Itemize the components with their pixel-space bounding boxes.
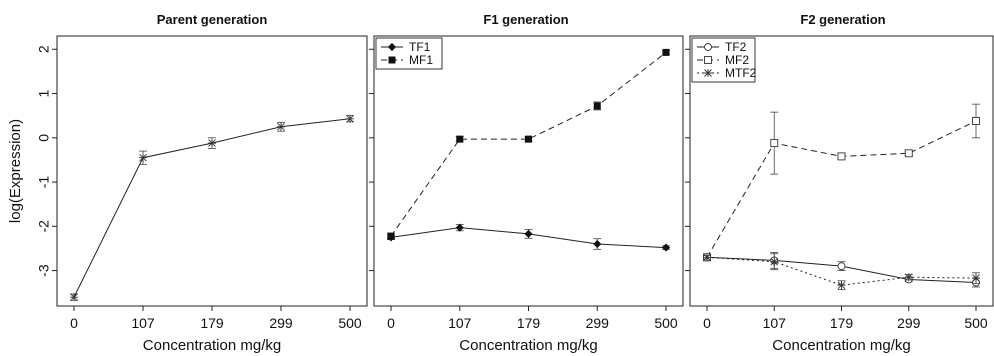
data-point xyxy=(70,293,78,302)
x-tick-label: 0 xyxy=(703,315,711,331)
data-point xyxy=(139,153,147,162)
x-tick-label: 500 xyxy=(964,315,988,331)
panel-0: Parent generation 0 107 179 299 500 -3 -2 -1 0 1 2 C… xyxy=(7,12,368,354)
y-axis-label: log(Expression) xyxy=(7,119,24,223)
data-point xyxy=(346,114,354,123)
series-TF1 xyxy=(386,223,671,252)
chart-title: F1 generation xyxy=(483,12,568,27)
legend-marker xyxy=(704,56,712,64)
data-point xyxy=(770,139,779,148)
x-tick-label: 500 xyxy=(338,315,362,331)
y-tick-label: -1 xyxy=(36,176,52,189)
data-point xyxy=(387,232,395,240)
data-point xyxy=(277,122,285,131)
legend-marker xyxy=(388,56,396,64)
legend-box xyxy=(375,37,443,70)
legend-marker xyxy=(704,69,712,77)
legend-label: TF2 xyxy=(725,40,747,54)
data-point xyxy=(593,239,602,249)
series-MF1 xyxy=(387,48,670,240)
data-point xyxy=(837,281,846,290)
x-tick-label: 500 xyxy=(654,315,678,331)
legend-marker xyxy=(387,42,397,52)
x-tick-label: 107 xyxy=(131,315,155,331)
data-point xyxy=(972,274,980,283)
data-point xyxy=(524,229,533,238)
data-point xyxy=(904,273,913,282)
data-point xyxy=(837,262,846,271)
legend-label: MTF2 xyxy=(725,66,757,80)
y-tick-label: -2 xyxy=(36,220,52,233)
chart-title: Parent generation xyxy=(157,12,268,27)
x-tick-label: 0 xyxy=(387,315,395,331)
data-point xyxy=(662,48,670,56)
x-tick-label: 107 xyxy=(763,315,787,331)
x-axis-label: Concentration mg/kg xyxy=(143,337,281,354)
y-tick-label: -3 xyxy=(36,264,52,277)
data-point xyxy=(904,149,913,158)
data-point xyxy=(456,135,464,143)
x-tick-label: 179 xyxy=(830,315,854,331)
data-point xyxy=(703,253,711,262)
y-tick-label: 0 xyxy=(36,134,52,142)
x-tick-label: 299 xyxy=(897,315,921,331)
legend-label: TF1 xyxy=(409,40,431,54)
panel-1: F1 generation 0 107 179 299 500 Concentration … xyxy=(369,12,684,354)
x-tick-label: 0 xyxy=(70,315,78,331)
series-MF2 xyxy=(703,103,980,262)
x-tick-label: 107 xyxy=(448,315,472,331)
series-0 xyxy=(70,114,354,302)
data-point xyxy=(208,139,216,148)
legend-marker xyxy=(704,43,712,51)
data-point xyxy=(837,152,846,161)
x-axis-label: Concentration mg/kg xyxy=(459,337,597,354)
panel-2: F2 generation 0 107 179 299 500 Concentration … xyxy=(685,12,994,354)
data-point xyxy=(770,257,779,266)
x-tick-label: 179 xyxy=(517,315,541,331)
x-tick-label: 299 xyxy=(586,315,610,331)
data-point xyxy=(661,243,671,252)
plot-frame xyxy=(373,35,684,307)
x-axis-label: Concentration mg/kg xyxy=(772,337,910,354)
series-MTF2 xyxy=(703,253,980,291)
data-point xyxy=(972,117,980,125)
x-tick-label: 299 xyxy=(269,315,293,331)
data-point xyxy=(455,223,464,232)
chart-title: F2 generation xyxy=(800,12,885,27)
legend-label: MF2 xyxy=(725,53,749,67)
data-point xyxy=(593,102,601,110)
y-tick-label: 2 xyxy=(36,45,52,53)
y-tick-label: 1 xyxy=(36,89,52,97)
plot-frame xyxy=(56,35,368,307)
series-line xyxy=(390,51,667,237)
data-point xyxy=(525,135,532,143)
x-tick-label: 179 xyxy=(200,315,224,331)
series-line xyxy=(706,120,977,258)
legend-label: MF1 xyxy=(409,53,433,67)
